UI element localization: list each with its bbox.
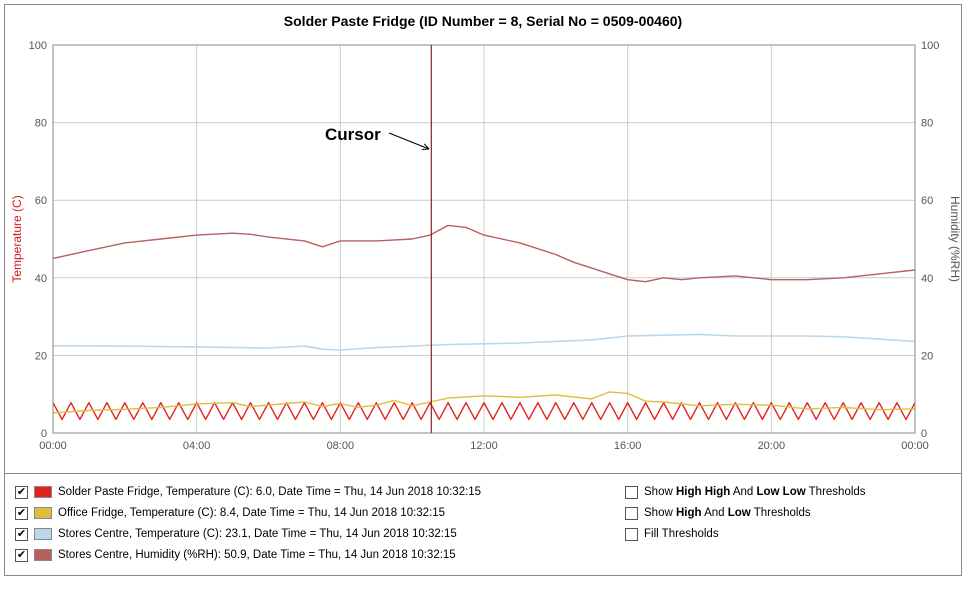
chart-svg: 0 0 20 20 40 40 60 60 80 80 100 100 00:00 04:00 08:00 1…	[5, 33, 963, 473]
svg-text:Temperature (C): Temperature (C)	[10, 195, 24, 282]
svg-text:80: 80	[35, 118, 47, 130]
legend-item: ✔ Office Fridge, Temperature (C): 8.4, Da…	[15, 504, 615, 522]
legend-text: Solder Paste Fridge, Temperature (C): 6.…	[58, 486, 481, 498]
legend-item: ✔ Stores Centre, Temperature (C): 23.1, D…	[15, 525, 615, 543]
legend-checkbox[interactable]: ✔	[15, 486, 28, 499]
threshold-label: Show High And Low Thresholds	[644, 507, 811, 519]
svg-text:100: 100	[921, 40, 939, 52]
legend-item: ✔ Stores Centre, Humidity (%RH): 50.9, Da…	[15, 546, 615, 564]
svg-text:60: 60	[921, 195, 933, 207]
svg-text:100: 100	[29, 40, 47, 52]
legend-text: Office Fridge, Temperature (C): 8.4, Dat…	[58, 507, 445, 519]
legend-swatch	[34, 486, 52, 498]
threshold-option: Fill Thresholds	[625, 525, 951, 543]
threshold-option: Show High High And Low Low Thresholds	[625, 483, 951, 501]
legend-checkbox[interactable]: ✔	[15, 507, 28, 520]
legend-checkbox[interactable]: ✔	[15, 528, 28, 541]
svg-text:0: 0	[41, 428, 47, 440]
threshold-label: Show High High And Low Low Thresholds	[644, 486, 866, 498]
legend-text: Stores Centre, Humidity (%RH): 50.9, Dat…	[58, 549, 456, 561]
svg-text:Humidity (%RH): Humidity (%RH)	[948, 196, 962, 282]
chart-area[interactable]: 0 0 20 20 40 40 60 60 80 80 100 100 00:00 04:00 08:00 1…	[5, 33, 961, 473]
legend-swatch	[34, 507, 52, 519]
cursor-label: Cursor	[325, 125, 381, 145]
legend-thresholds-column: Show High High And Low Low Thresholds Sho…	[615, 480, 951, 567]
svg-text:0: 0	[921, 428, 927, 440]
svg-text:60: 60	[35, 195, 47, 207]
legend-swatch	[34, 549, 52, 561]
svg-text:12:00: 12:00	[470, 440, 498, 452]
svg-text:00:00: 00:00	[39, 440, 67, 452]
svg-text:40: 40	[921, 273, 933, 285]
threshold-label: Fill Thresholds	[644, 528, 719, 540]
svg-text:40: 40	[35, 273, 47, 285]
threshold-checkbox[interactable]	[625, 507, 638, 520]
legend-area: ✔ Solder Paste Fridge, Temperature (C): 6…	[5, 473, 961, 575]
svg-text:80: 80	[921, 118, 933, 130]
svg-text:04:00: 04:00	[183, 440, 211, 452]
threshold-option: Show High And Low Thresholds	[625, 504, 951, 522]
chart-panel: Solder Paste Fridge (ID Number = 8, Seri…	[4, 4, 962, 576]
legend-checkbox[interactable]: ✔	[15, 549, 28, 562]
threshold-checkbox[interactable]	[625, 486, 638, 499]
svg-text:16:00: 16:00	[614, 440, 642, 452]
legend-series-column: ✔ Solder Paste Fridge, Temperature (C): 6…	[15, 480, 615, 567]
svg-text:20: 20	[35, 350, 47, 362]
svg-text:00:00: 00:00	[901, 440, 929, 452]
legend-text: Stores Centre, Temperature (C): 23.1, Da…	[58, 528, 457, 540]
legend-item: ✔ Solder Paste Fridge, Temperature (C): 6…	[15, 483, 615, 501]
legend-swatch	[34, 528, 52, 540]
svg-text:20: 20	[921, 350, 933, 362]
threshold-checkbox[interactable]	[625, 528, 638, 541]
chart-title: Solder Paste Fridge (ID Number = 8, Seri…	[5, 5, 961, 33]
svg-text:20:00: 20:00	[758, 440, 786, 452]
svg-text:08:00: 08:00	[327, 440, 355, 452]
